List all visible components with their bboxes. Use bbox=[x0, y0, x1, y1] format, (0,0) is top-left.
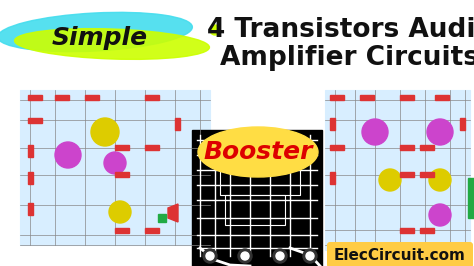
Bar bbox=[330, 172, 335, 184]
Ellipse shape bbox=[306, 252, 314, 260]
Bar bbox=[85, 95, 99, 100]
Text: Amplifier Circuits: Amplifier Circuits bbox=[220, 45, 474, 71]
Ellipse shape bbox=[303, 249, 317, 263]
Bar bbox=[360, 95, 374, 100]
Ellipse shape bbox=[241, 252, 249, 260]
Ellipse shape bbox=[15, 29, 210, 59]
Ellipse shape bbox=[210, 25, 220, 35]
Text: ElecCircuit.com: ElecCircuit.com bbox=[334, 247, 466, 263]
Text: 4 Transistors Audio: 4 Transistors Audio bbox=[207, 17, 474, 43]
Polygon shape bbox=[168, 204, 178, 222]
Bar bbox=[28, 172, 33, 184]
Bar bbox=[55, 95, 69, 100]
Bar bbox=[460, 118, 465, 130]
Bar bbox=[145, 228, 159, 233]
Bar bbox=[400, 172, 414, 177]
Bar bbox=[400, 95, 414, 100]
Bar bbox=[420, 172, 434, 177]
Bar bbox=[468, 178, 474, 218]
Bar bbox=[225, 195, 285, 225]
Ellipse shape bbox=[429, 204, 451, 226]
Bar bbox=[28, 145, 33, 157]
FancyBboxPatch shape bbox=[327, 242, 473, 266]
Bar bbox=[175, 118, 180, 130]
Ellipse shape bbox=[379, 169, 401, 191]
Bar bbox=[145, 95, 159, 100]
Bar bbox=[220, 145, 300, 195]
Ellipse shape bbox=[206, 252, 214, 260]
Ellipse shape bbox=[91, 118, 119, 146]
Bar bbox=[28, 118, 42, 123]
Text: Booster: Booster bbox=[203, 140, 313, 164]
Ellipse shape bbox=[109, 201, 131, 223]
Bar bbox=[435, 95, 449, 100]
Bar bbox=[400, 228, 414, 233]
Ellipse shape bbox=[427, 119, 453, 145]
Ellipse shape bbox=[273, 249, 287, 263]
Ellipse shape bbox=[198, 127, 318, 177]
Bar bbox=[420, 228, 434, 233]
Bar bbox=[145, 145, 159, 150]
Bar bbox=[115, 172, 129, 177]
Bar bbox=[330, 118, 335, 130]
Ellipse shape bbox=[238, 249, 252, 263]
Bar bbox=[28, 95, 42, 100]
Bar bbox=[115, 145, 129, 150]
Ellipse shape bbox=[276, 252, 284, 260]
Bar bbox=[158, 214, 166, 222]
Bar bbox=[330, 95, 344, 100]
Ellipse shape bbox=[203, 249, 217, 263]
Ellipse shape bbox=[429, 169, 451, 191]
Ellipse shape bbox=[104, 152, 126, 174]
Ellipse shape bbox=[55, 142, 81, 168]
Bar bbox=[115, 228, 129, 233]
Bar bbox=[330, 145, 344, 150]
Bar bbox=[400, 145, 414, 150]
Text: Simple: Simple bbox=[52, 26, 148, 50]
Bar bbox=[20, 90, 210, 245]
Bar bbox=[192, 130, 322, 266]
Bar bbox=[325, 90, 470, 250]
Ellipse shape bbox=[0, 12, 192, 52]
Bar bbox=[420, 145, 434, 150]
Bar bbox=[28, 203, 33, 215]
Ellipse shape bbox=[362, 119, 388, 145]
